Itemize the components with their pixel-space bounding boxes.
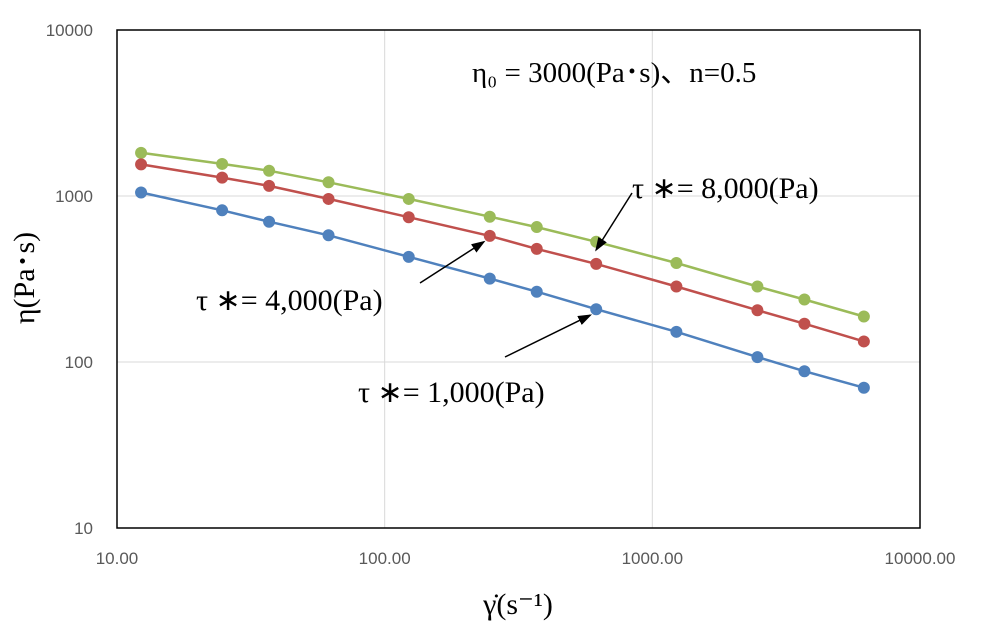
data-point [135,186,148,199]
series-2 [135,186,870,394]
tick-labels: 10.00 100.00 1000.00 10000.00 10 100 1000 10000 [46,21,956,568]
data-point [322,192,335,205]
data-point [263,164,276,177]
data-point [216,204,229,217]
x-tick-label: 10000.00 [885,549,956,568]
x-tick-label: 100.00 [359,549,411,568]
data-point [216,157,229,170]
x-tick-label: 10.00 [96,549,139,568]
data-point [590,235,603,248]
annotation-label: τ ∗= 8,000(Pa) [632,172,819,205]
annotation: τ ∗= 8,000(Pa) [595,172,819,252]
data-point [530,242,543,255]
data-point [322,229,335,242]
series-line [140,151,865,318]
annotation-arrow [595,192,633,252]
y-axis-label: η(Pa･s) [8,232,41,324]
data-point [402,250,415,263]
y-tick-label: 10000 [46,21,93,40]
y-tick-label: 1000 [55,187,93,206]
annotations: τ ∗= 8,000(Pa) τ ∗= 4,000(Pa) τ ∗= 1,000(P… [196,172,819,409]
y-tick-label: 10 [74,519,93,538]
data-point [483,210,496,223]
series-1 [135,158,870,348]
data-point [751,280,764,293]
data-point [530,221,543,234]
data-point [263,215,276,228]
series-line [140,191,865,389]
data-point [751,351,764,364]
annotation-arrow [419,240,486,284]
grid [116,29,921,529]
data-point [798,365,811,378]
data-point [670,280,683,293]
series-line [140,163,865,343]
data-point [670,325,683,338]
annotation: τ ∗= 4,000(Pa) [196,240,486,317]
annotation-label: τ ∗= 1,000(Pa) [358,376,545,409]
data-point [530,285,543,298]
x-tick-label: 1000.00 [622,549,683,568]
data-point [798,293,811,306]
data-point [857,310,870,323]
annotation-label: τ ∗= 4,000(Pa) [196,284,383,317]
data-point [322,176,335,189]
series-0 [135,146,870,323]
data-point [590,257,603,270]
plot-area [116,29,921,529]
parameters-text: η₀ = 3000(Pa･s)、n=0.5 [472,57,756,89]
data-point [402,211,415,224]
data-point [402,192,415,205]
data-point [216,171,229,184]
data-point [135,158,148,171]
annotation-arrow [504,314,592,358]
data-point [590,303,603,316]
data-point [263,179,276,192]
annotation: τ ∗= 1,000(Pa) [358,314,592,409]
data-point [751,304,764,317]
x-axis-label: γ̇(s⁻¹) [482,588,553,621]
y-tick-label: 100 [65,353,93,372]
data-point [798,317,811,330]
data-point [857,381,870,394]
data-point [483,272,496,285]
data-point [135,146,148,159]
data-point [857,335,870,348]
series-layer [135,146,870,394]
data-point [483,229,496,242]
data-point [670,256,683,269]
